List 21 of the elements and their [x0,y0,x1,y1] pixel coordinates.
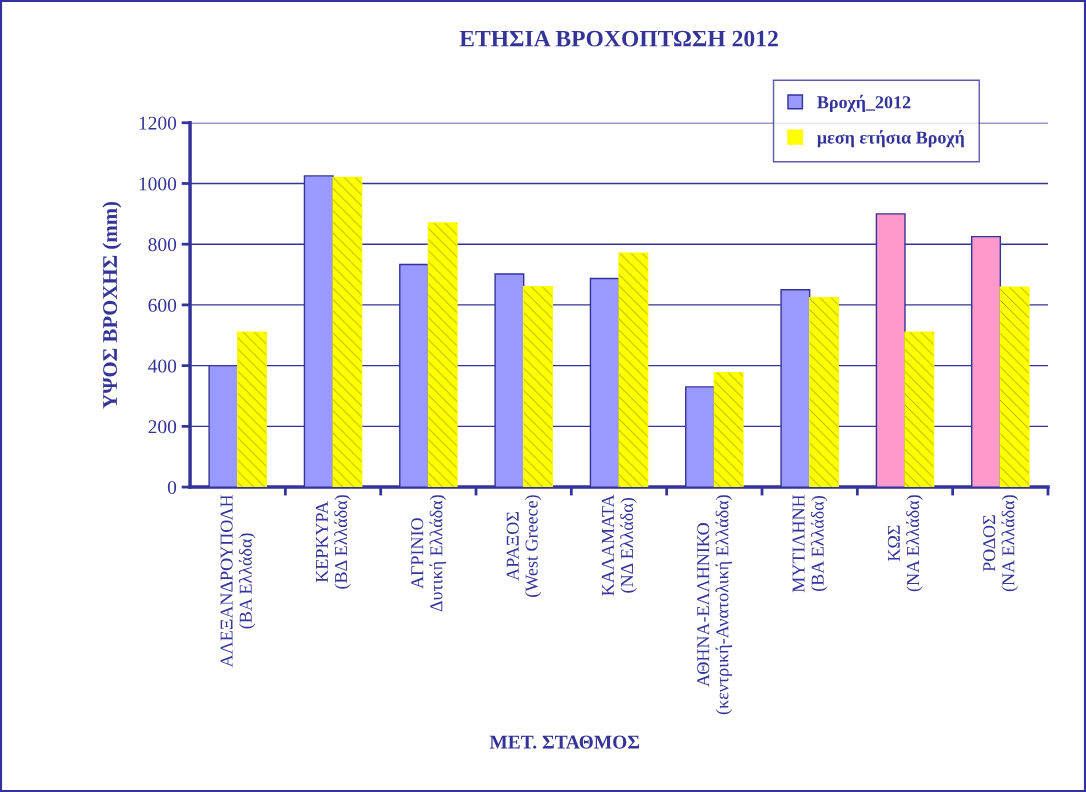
y-tick-label: 800 [148,238,177,252]
x-tick-label: ΑΛΕΞΑΝΔΡΟΥΠΟΛΗ (ΒΑ Ελλάδα) [220,494,256,668]
legend-label: μεση ετήσια Βροχή [817,130,965,148]
x-tick-label: ΡΟΔΟΣ (ΝΑ Ελλάδα) [983,495,1019,592]
y-tick-label: 600 [148,298,177,312]
y-tick-label: 1200 [139,116,177,130]
y-tick-label: 400 [148,359,177,373]
chart-title: ΕΤΗΣΙΑ ΒΡΟΧΟΠΤΩΣΗ 2012 [459,30,778,47]
legend-label: Βροχή_2012 [817,94,911,113]
x-tick-label: ΚΩΣ (ΝΑ Ελλάδα) [887,495,923,592]
x-tick-label: ΑΓΡΙΝΙΟ Δυτική Ελλάδα) [411,495,447,612]
x-tick-label: ΑΘΗΝΑ-ΕΛΛΗΝΙΚΟ (κεντρική-Ανατολική Ελλάδα) [697,495,733,715]
x-tick-label: ΚΕΡΚΥΡΑ (ΒΔ Ελλάδα) [315,495,351,589]
x-axis-title: ΜΕΤ. ΣΤΑΘΜΟΣ [489,735,640,749]
y-tick-label: 1000 [139,177,177,191]
y-axis-title: ΥΨΟΣ ΒΡΟΧΗΣ (mm) [102,201,122,409]
x-tick-label: ΚΑΛΑΜΑΤΑ (ΝΔ Ελλάδα) [601,494,637,596]
y-tick-label: 200 [148,420,177,434]
x-tick-label: ΜΥΤΙΛΗΝΗ (ΒΑ Ελλάδα) [792,494,828,593]
x-tick-label: ΑΡΑΞΟΣ (West Greece) [506,495,542,597]
y-tick-label: 0 [167,480,177,495]
